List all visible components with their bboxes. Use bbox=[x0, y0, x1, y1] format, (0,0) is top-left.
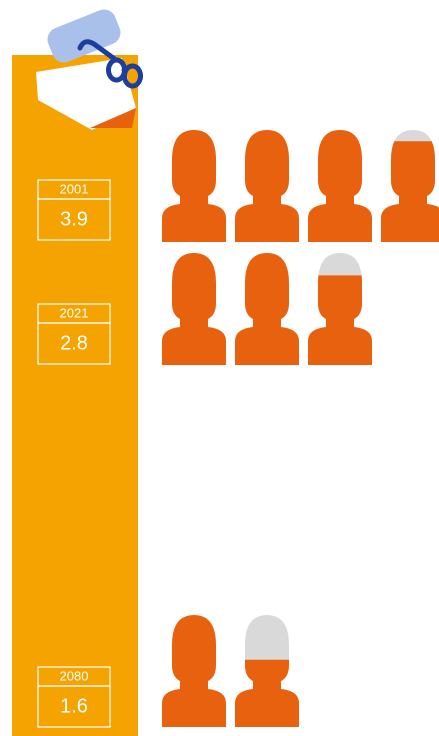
year-label: 2021 bbox=[60, 305, 89, 320]
value-label: 2.8 bbox=[60, 332, 88, 354]
person-icon bbox=[162, 253, 226, 365]
person-icon bbox=[308, 130, 372, 242]
chart: 2001 3.9 2021 2.8 2080 1.6 bbox=[0, 0, 439, 736]
value-label: 1.6 bbox=[60, 695, 88, 717]
person-icon bbox=[235, 130, 299, 242]
year-label: 2080 bbox=[60, 668, 89, 683]
value-label: 3.9 bbox=[60, 208, 88, 230]
person-icon bbox=[381, 130, 439, 242]
timeline-bar bbox=[12, 55, 138, 736]
person-icon bbox=[162, 130, 226, 242]
person-icon bbox=[162, 615, 226, 727]
year-label: 2001 bbox=[60, 181, 89, 196]
person-icon bbox=[235, 253, 299, 365]
